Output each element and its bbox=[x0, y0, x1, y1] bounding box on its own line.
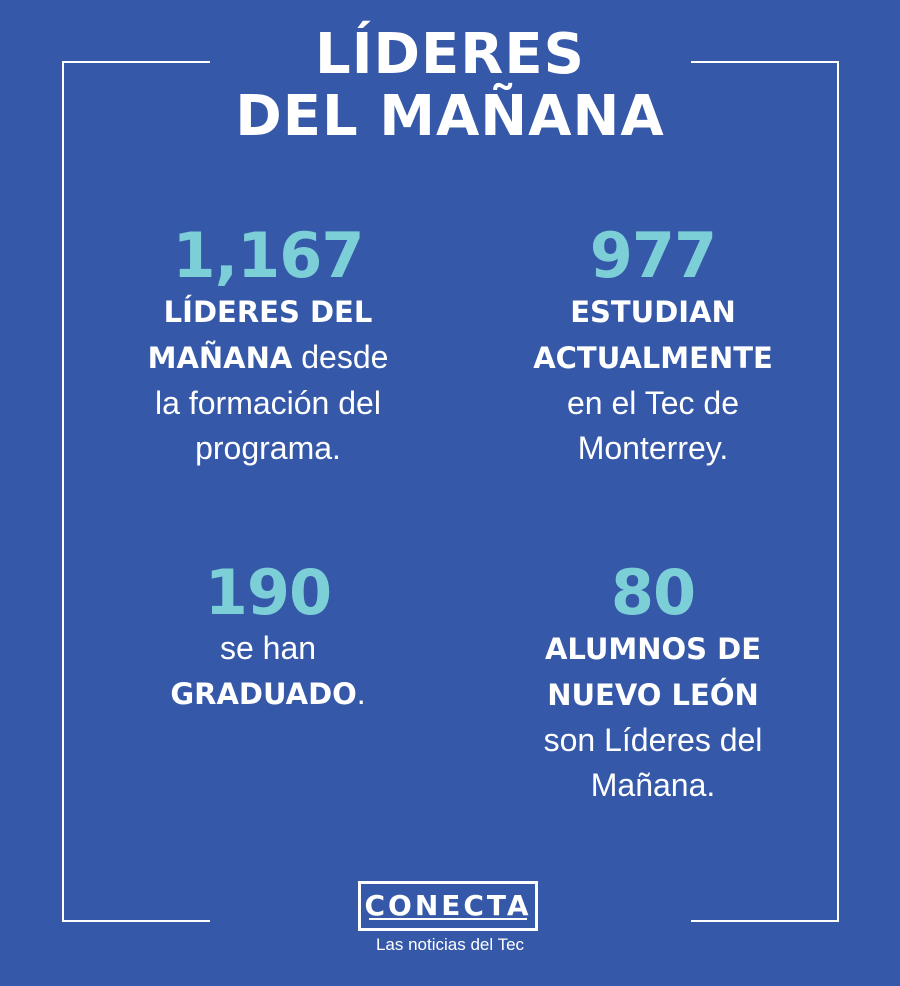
frame-left bbox=[62, 61, 64, 922]
logo-tagline: Las noticias del Tec bbox=[375, 935, 525, 954]
frame-top-left bbox=[62, 61, 210, 63]
page-title: LÍDERES DEL MAÑANA bbox=[0, 24, 900, 148]
stat-line: son Líderes del bbox=[543, 722, 763, 758]
title-line-2: DEL MAÑANA bbox=[235, 84, 665, 149]
stat-leaders: 1,167 LÍDERES DEL MAÑANA desde la formac… bbox=[98, 223, 438, 471]
stat-number: 1,167 bbox=[172, 219, 364, 292]
stat-line: MAÑANA desde bbox=[98, 335, 438, 381]
frame-bottom-left bbox=[62, 920, 210, 922]
stat-line: ALUMNOS DE bbox=[483, 626, 823, 672]
stat-bold-text: ACTUALMENTE bbox=[533, 341, 773, 375]
stat-bold-text: NUEVO LEÓN bbox=[547, 678, 759, 712]
stat-bold-text: LÍDERES DEL bbox=[163, 295, 373, 329]
stat-bold-text: MAÑANA bbox=[147, 341, 293, 375]
frame-top-right bbox=[691, 61, 839, 63]
stat-inline-text: desde bbox=[292, 339, 389, 375]
stat-nuevo-leon: 80 ALUMNOS DE NUEVO LEÓN son Líderes del… bbox=[483, 560, 823, 808]
stat-line: en el Tec de bbox=[567, 385, 739, 421]
stat-number: 977 bbox=[589, 219, 717, 292]
stat-line: NUEVO LEÓN bbox=[483, 672, 823, 718]
stat-line: ESTUDIAN bbox=[483, 289, 823, 335]
stat-current-students: 977 ESTUDIAN ACTUALMENTE en el Tec de Mo… bbox=[483, 223, 823, 471]
stat-line: Monterrey. bbox=[577, 430, 729, 466]
stat-line: GRADUADO. bbox=[98, 671, 438, 717]
stat-bold-text: GRADUADO bbox=[170, 677, 357, 711]
stat-graduated: 190 se han GRADUADO. bbox=[98, 560, 438, 717]
stat-inline-text: . bbox=[356, 675, 366, 711]
stat-line: Mañana. bbox=[590, 767, 716, 803]
stat-line: ACTUALMENTE bbox=[483, 335, 823, 381]
stat-bold-text: ALUMNOS DE bbox=[544, 632, 762, 666]
logo-text: CONECTA bbox=[364, 889, 532, 922]
stat-line: la formación del bbox=[155, 385, 381, 421]
frame-right bbox=[837, 61, 839, 922]
logo-underline bbox=[369, 918, 527, 920]
stat-line: se han bbox=[219, 630, 317, 666]
stat-line: LÍDERES DEL bbox=[98, 289, 438, 335]
title-line-1: LÍDERES bbox=[315, 22, 585, 87]
stat-bold-text: ESTUDIAN bbox=[570, 295, 736, 329]
stat-number: 190 bbox=[204, 556, 332, 629]
stat-number: 80 bbox=[610, 556, 696, 629]
frame-bottom-right bbox=[691, 920, 839, 922]
stat-line: programa. bbox=[195, 430, 341, 466]
conecta-logo: CONECTA bbox=[358, 881, 538, 931]
